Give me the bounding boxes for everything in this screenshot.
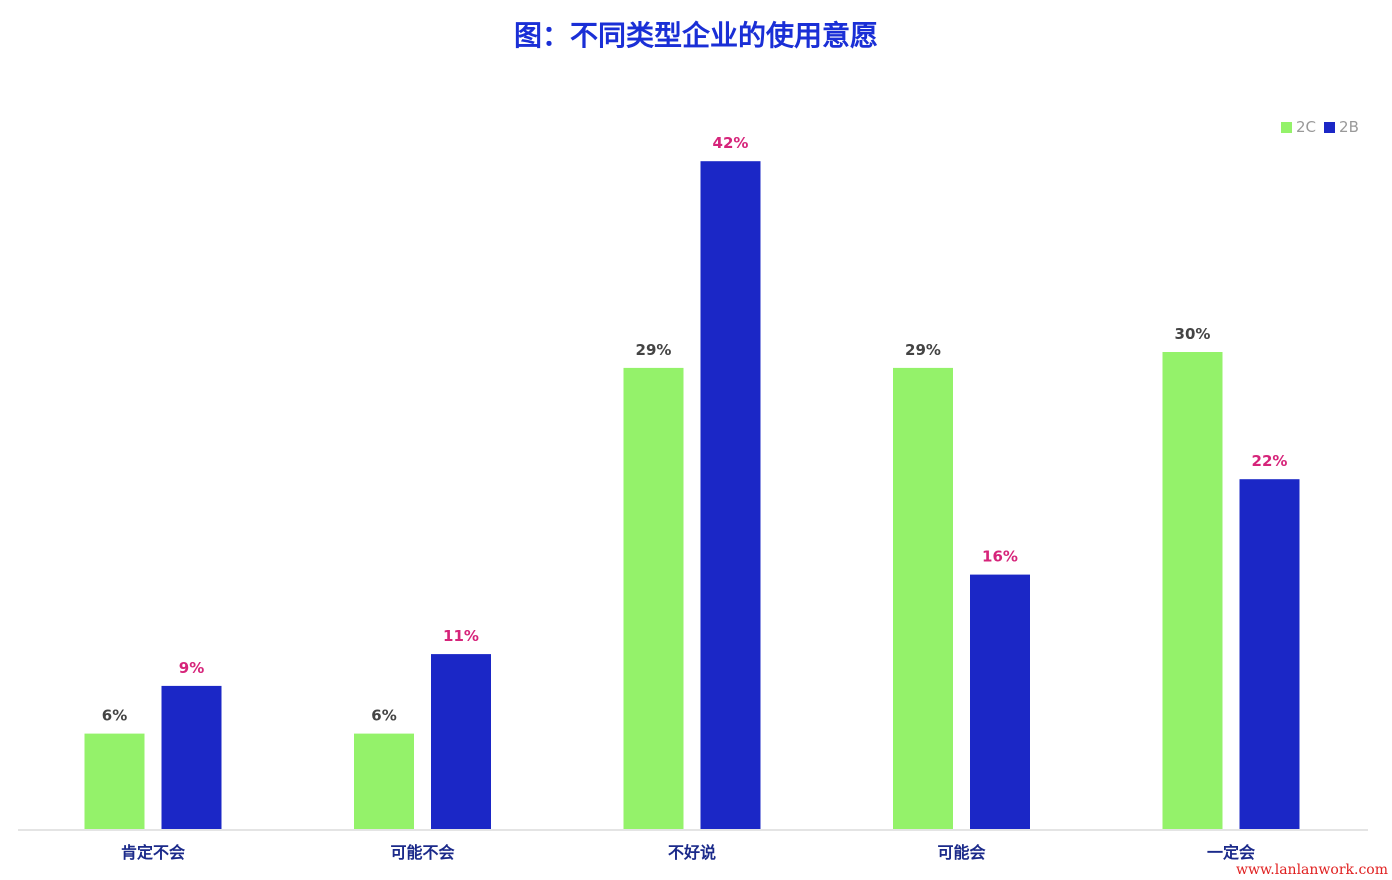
x-tick-label: 一定会	[1207, 843, 1255, 862]
bar-2b-3	[970, 574, 1030, 829]
legend-label-2b: 2B	[1339, 118, 1359, 136]
bar-2c-0	[84, 733, 145, 829]
legend-swatch-2b	[1324, 121, 1336, 133]
bar-2c-2	[623, 367, 684, 829]
data-label: 42%	[713, 134, 749, 152]
chart-title: 图：不同类型企业的使用意愿	[513, 19, 878, 52]
bar-2c-1	[354, 733, 414, 829]
bar-2c-3	[893, 367, 953, 829]
data-label: 29%	[636, 341, 672, 359]
x-tick-label: 不好说	[668, 843, 716, 862]
data-label: 11%	[443, 627, 479, 645]
bar-2b-2	[700, 161, 761, 829]
legend-label-2c: 2C	[1296, 118, 1317, 136]
legend-swatch-2c	[1281, 121, 1292, 133]
data-label: 30%	[1175, 325, 1211, 343]
data-label: 22%	[1252, 452, 1288, 470]
x-tick-label: 肯定不会	[121, 843, 185, 862]
bar-2b-1	[431, 654, 491, 829]
x-tick-label: 可能会	[937, 843, 985, 862]
bar-2b-4	[1239, 479, 1300, 829]
x-tick-label: 可能不会	[390, 843, 454, 862]
data-label: 6%	[102, 707, 127, 725]
bar-2b-0	[161, 685, 222, 829]
data-label: 9%	[179, 659, 204, 677]
watermark: www.lanlanwork.com	[1235, 862, 1388, 878]
bar-2c-4	[1162, 352, 1223, 829]
legend: 2C 2B	[1281, 118, 1359, 136]
data-label: 29%	[905, 341, 941, 359]
data-label: 16%	[982, 548, 1018, 566]
data-label: 6%	[371, 707, 396, 725]
